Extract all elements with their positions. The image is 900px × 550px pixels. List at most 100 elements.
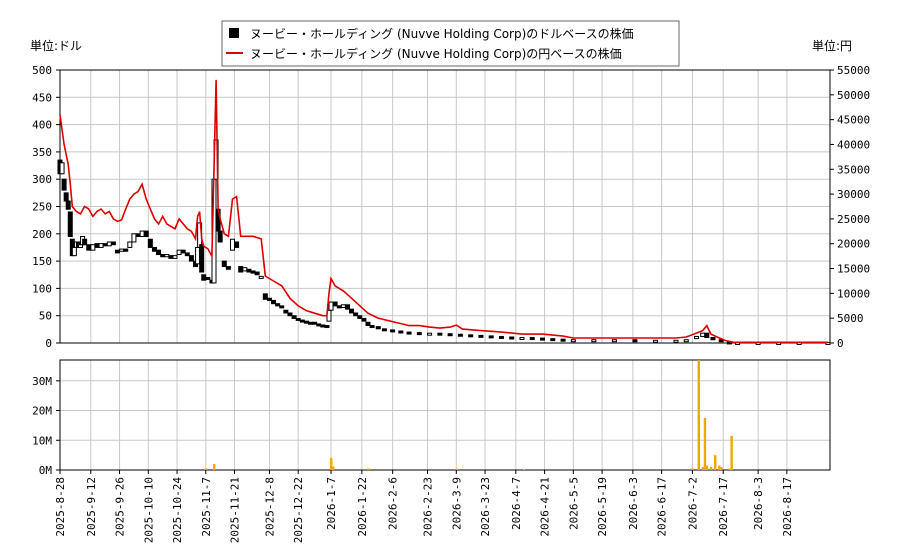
usd-price-bar	[457, 333, 463, 337]
x-tick-label: 2026-2-23	[422, 477, 435, 537]
volume-bar	[714, 455, 717, 470]
volume-plot-frame	[59, 359, 831, 471]
legend-jpy-label: ヌービー・ホールディング (Nuvve Holding Corp)の円ベースの株…	[250, 46, 622, 61]
usd-price-bar	[361, 317, 367, 322]
usd-price-bar	[250, 270, 256, 274]
usd-price-bar	[328, 301, 334, 311]
x-tick-label: 2026-8-17	[781, 477, 794, 537]
volume-tick-label: 30M	[32, 375, 52, 388]
right-tick-label: 50000	[837, 89, 870, 102]
volume-bars	[204, 360, 733, 470]
usd-price-bar	[143, 230, 149, 238]
usd-price-series	[57, 139, 831, 345]
usd-price-bar	[673, 339, 679, 343]
left-axis-ticks: 0 50 100 150 200 250 300 350 400 450 500	[32, 64, 60, 350]
volume-bar	[730, 435, 733, 470]
usd-price-bar	[291, 315, 297, 319]
usd-price-bar	[416, 332, 422, 336]
usd-price-bar	[498, 335, 504, 339]
x-tick-label: 2025-10-10	[142, 477, 155, 543]
usd-price-bar	[199, 244, 205, 273]
usd-price-bar	[308, 321, 314, 325]
right-axis-ticks: 0 5000 10000 15000 20000 25000 30000 35000 40000…	[830, 64, 870, 350]
right-tick-label: 30000	[837, 188, 870, 201]
usd-price-bar	[279, 305, 285, 309]
usd-price-bar	[340, 304, 346, 309]
usd-price-bar	[86, 244, 92, 251]
usd-price-bar	[447, 333, 453, 337]
right-tick-label: 55000	[837, 64, 870, 77]
right-tick-label: 45000	[837, 114, 870, 127]
usd-price-bar	[63, 192, 69, 202]
volume-tick-label: 10M	[32, 434, 52, 447]
right-tick-label: 5000	[837, 312, 864, 325]
usd-price-bar	[369, 325, 375, 329]
usd-price-bar	[478, 334, 484, 338]
usd-price-bar	[488, 335, 494, 339]
usd-price-bar	[540, 337, 546, 341]
usd-price-bar	[710, 337, 716, 341]
x-tick-label: 2026-8-3	[752, 477, 765, 530]
usd-price-bar	[131, 233, 137, 243]
usd-price-bar	[591, 339, 597, 343]
x-tick-label: 2026-5-5	[567, 477, 580, 530]
x-tick-label: 2026-4-21	[539, 477, 552, 537]
usd-price-bar	[375, 326, 381, 330]
usd-price-bar	[238, 266, 244, 273]
right-tick-label: 35000	[837, 163, 870, 176]
legend: ヌービー・ホールディング (Nuvve Holding Corp)のドルベースの…	[221, 20, 680, 67]
usd-price-bar	[180, 249, 186, 254]
usd-price-bar	[82, 238, 88, 246]
left-tick-label: 400	[32, 119, 52, 132]
usd-price-bar	[106, 241, 112, 247]
right-tick-label: 10000	[837, 287, 870, 300]
volume-bar	[697, 360, 700, 470]
usd-price-bar	[160, 254, 166, 258]
usd-price-bar	[123, 248, 129, 252]
volume-bar	[455, 468, 458, 470]
usd-price-bar	[262, 293, 268, 300]
usd-price-bar	[652, 339, 658, 343]
x-tick-label: 2025-9-12	[85, 477, 98, 537]
x-tick-label: 2025-11-21	[229, 477, 242, 543]
usd-price-bar	[299, 319, 305, 323]
left-tick-label: 50	[39, 310, 52, 323]
usd-price-bar	[718, 339, 724, 343]
usd-price-bar	[114, 249, 120, 254]
volume-grid	[59, 360, 830, 471]
usd-price-bar	[324, 325, 330, 329]
x-tick-label: 2025-12-22	[292, 477, 305, 543]
x-tick-label: 2025-8-28	[54, 477, 67, 537]
usd-price-bar	[694, 335, 700, 340]
volume-bar	[213, 464, 216, 470]
usd-price-bar	[529, 337, 535, 341]
usd-price-bar	[195, 246, 201, 265]
usd-price-bar	[127, 241, 133, 248]
right-tick-label: 25000	[837, 213, 870, 226]
right-tick-label: 15000	[837, 263, 870, 276]
usd-price-bar	[246, 268, 252, 273]
volume-bar	[701, 467, 705, 470]
left-tick-label: 350	[32, 146, 52, 159]
usd-price-bar	[110, 241, 116, 246]
usd-price-bar	[176, 249, 182, 256]
usd-price-bar	[94, 243, 100, 248]
usd-price-bar	[312, 321, 318, 325]
usd-price-bar	[135, 233, 141, 238]
x-tick-label: 2025-10-24	[171, 477, 184, 544]
right-tick-label: 40000	[837, 138, 870, 151]
legend-usd-label: ヌービー・ホールディング (Nuvve Holding Corp)のドルベースの…	[250, 26, 634, 41]
usd-price-bar	[390, 329, 396, 333]
legend-usd-marker	[229, 28, 239, 38]
left-tick-label: 150	[32, 255, 52, 268]
usd-price-bar	[139, 230, 145, 238]
usd-price-bar	[427, 332, 433, 336]
volume-axis-ticks: 0M 10M 20M 30M	[32, 375, 60, 477]
usd-price-bar	[406, 331, 412, 335]
usd-price-bar	[266, 297, 272, 301]
usd-price-bar	[205, 276, 211, 280]
volume-tick-label: 20M	[32, 405, 52, 418]
usd-price-bar	[151, 246, 157, 252]
usd-price-bar	[168, 255, 174, 259]
x-tick-label: 2026-3-9	[450, 477, 463, 530]
